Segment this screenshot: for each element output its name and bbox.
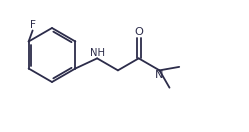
Text: O: O <box>134 27 143 37</box>
Text: NH: NH <box>90 48 105 58</box>
Text: N: N <box>155 70 164 80</box>
Text: F: F <box>30 20 36 29</box>
